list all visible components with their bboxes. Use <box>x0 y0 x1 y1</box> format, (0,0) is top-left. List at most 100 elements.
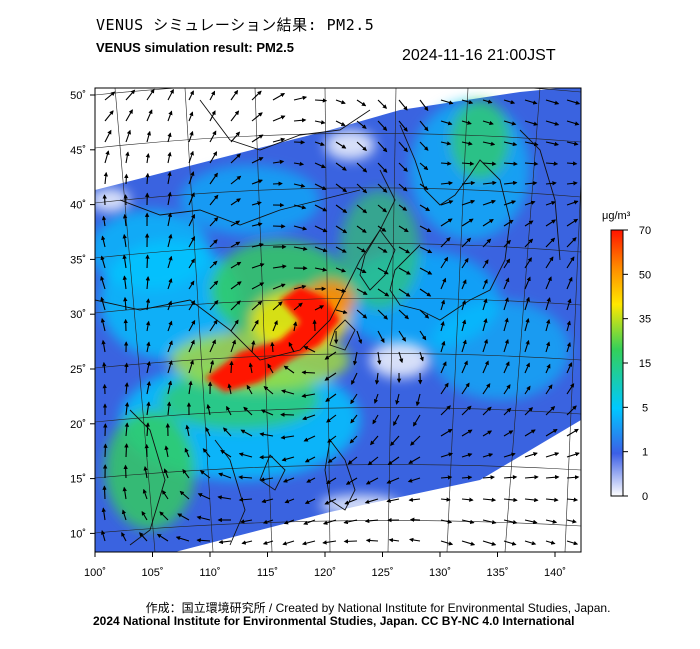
wind-arrow <box>280 435 295 440</box>
lat-tick-label: 25˚ <box>70 364 86 376</box>
wind-arrow <box>524 161 539 166</box>
wind-arrow <box>566 362 573 374</box>
wind-arrow <box>122 486 127 500</box>
wind-arrow <box>545 161 559 166</box>
wind-arrow <box>251 134 264 143</box>
colorbar-unit: μg/m³ <box>602 210 631 222</box>
wind-arrow <box>566 218 579 227</box>
wind-arrow <box>230 175 242 185</box>
wind-arrow <box>415 393 421 407</box>
wind-arrow <box>251 282 265 290</box>
wind-arrow <box>100 296 106 311</box>
wind-arrow <box>283 365 295 374</box>
wind-arrow <box>251 112 263 122</box>
wind-arrow <box>440 299 446 311</box>
wind-arrow <box>524 452 538 458</box>
lon-tick-label: 115˚ <box>257 567 278 579</box>
wind-arrow <box>272 93 286 101</box>
wind-arrow <box>301 393 316 398</box>
lon-tick-label: 100˚ <box>84 567 106 579</box>
wind-arrow <box>503 120 517 126</box>
wind-arrow <box>356 330 363 345</box>
wind-arrow <box>524 407 534 416</box>
wind-arrow <box>123 296 128 311</box>
wind-arrow <box>238 452 253 458</box>
wind-arrow <box>356 99 367 107</box>
wind-arrow <box>121 509 127 521</box>
wind-arrow <box>545 475 560 480</box>
wind-arrow <box>166 401 172 416</box>
wind-arrow <box>251 179 263 185</box>
wind-arrow <box>209 239 218 248</box>
wind-arrow <box>440 237 451 248</box>
wind-arrow <box>226 405 232 416</box>
wind-arrow <box>230 89 239 101</box>
lon-tick-label: 125˚ <box>371 567 393 579</box>
wind-arrow <box>440 475 453 480</box>
wind-arrow <box>461 141 473 146</box>
wind-arrow <box>503 430 514 437</box>
wind-arrow <box>284 498 295 504</box>
wind-arrow <box>377 351 382 365</box>
wind-arrow <box>102 361 107 374</box>
wind-arrow <box>209 216 219 227</box>
pm25-field <box>95 88 581 552</box>
wind-arrow <box>196 515 211 521</box>
wind-arrow <box>335 141 347 149</box>
wind-arrow <box>335 162 347 171</box>
wind-arrow <box>175 536 190 542</box>
wind-arrow <box>524 180 538 186</box>
wind-arrow <box>283 519 295 525</box>
wind-arrow <box>419 246 433 254</box>
wind-arrow <box>188 300 195 311</box>
wind-arrow <box>398 267 411 275</box>
wind-arrow <box>293 183 306 188</box>
wind-arrow <box>524 497 539 503</box>
wind-arrow <box>209 280 219 290</box>
wind-arrow <box>145 153 151 164</box>
wind-arrow <box>238 475 253 480</box>
wind-arrow <box>327 456 337 463</box>
wind-arrow <box>364 498 379 504</box>
wind-arrow <box>461 99 474 105</box>
wind-arrow <box>206 403 211 416</box>
wind-arrow <box>461 540 476 546</box>
wind-arrow <box>524 429 536 437</box>
wind-arrow <box>205 427 211 437</box>
wind-arrow <box>209 90 216 101</box>
graticule <box>95 88 581 552</box>
wind-arrow <box>146 361 151 374</box>
wind-arrow <box>141 510 148 521</box>
wind-arrow <box>461 475 473 480</box>
wind-arrow <box>566 120 580 126</box>
wind-arrow <box>101 215 107 227</box>
wind-arrow <box>217 495 232 500</box>
wind-arrow <box>314 162 326 169</box>
wind-arrow <box>288 341 295 353</box>
wind-arrow <box>398 99 408 111</box>
wind-arrow <box>102 485 107 500</box>
wind-arrow <box>408 497 421 502</box>
wind-arrow <box>142 488 148 500</box>
wind-arrow <box>482 338 489 353</box>
wind-arrow <box>545 540 556 545</box>
wind-arrow <box>125 129 131 143</box>
wind-arrow <box>461 497 474 502</box>
wind-arrow <box>524 339 530 353</box>
wind-arrow <box>503 277 510 290</box>
wind-arrow <box>482 278 488 290</box>
wind-arrow <box>343 519 358 525</box>
wind-arrow <box>373 393 379 404</box>
wind-arrow <box>524 296 530 311</box>
wind-arrow <box>167 320 173 332</box>
wind-arrow <box>145 320 151 332</box>
wind-arrow <box>482 475 495 480</box>
wind-arrow <box>125 151 130 164</box>
wind-arrow <box>524 99 538 105</box>
wind-arrow <box>218 539 232 545</box>
wind-arrow <box>335 204 348 214</box>
wind-arrow <box>121 532 127 542</box>
wind-arrow <box>314 246 328 253</box>
wind-arrow <box>209 319 218 332</box>
wind-arrow <box>440 452 454 458</box>
